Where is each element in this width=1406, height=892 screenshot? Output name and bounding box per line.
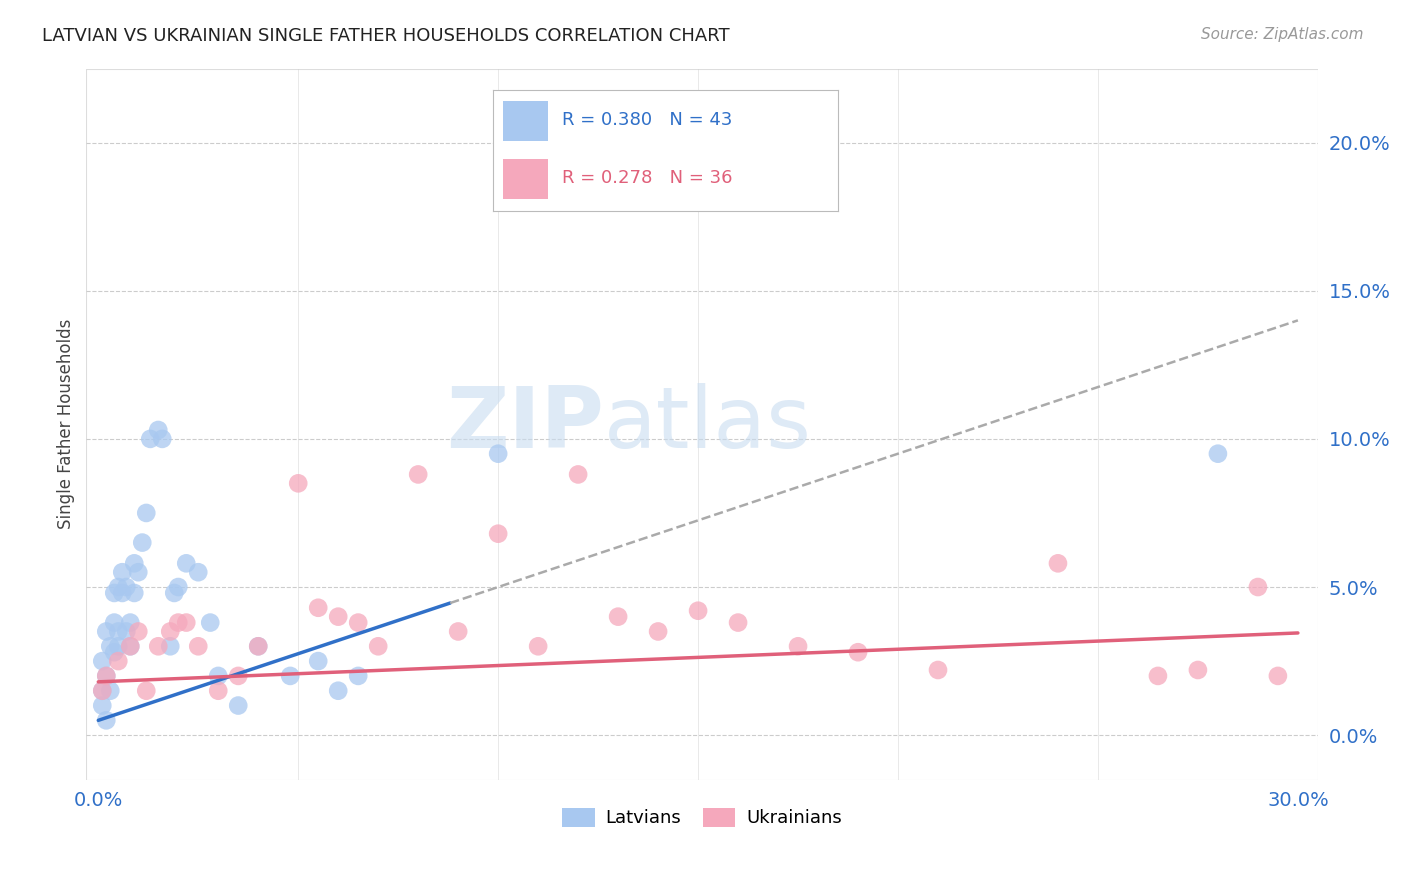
Point [163, 586, 186, 600]
Text: atlas: atlas [603, 383, 811, 466]
Point [1206, 447, 1229, 461]
Point [406, 467, 429, 482]
Point [159, 624, 181, 639]
Point [150, 432, 173, 446]
Point [247, 640, 270, 654]
Point [367, 640, 389, 654]
Point [307, 600, 329, 615]
Point [131, 535, 153, 549]
Point [347, 615, 370, 630]
Point [688, 604, 710, 618]
Point [527, 640, 550, 654]
Text: ZIP: ZIP [446, 383, 603, 466]
Point [96, 669, 118, 683]
Point [846, 645, 869, 659]
Point [1187, 663, 1209, 677]
Point [159, 640, 181, 654]
Point [139, 432, 162, 446]
Point [647, 624, 669, 639]
Point [1046, 557, 1069, 571]
Point [96, 669, 118, 683]
Point [174, 615, 197, 630]
Point [91, 683, 114, 698]
Point [328, 609, 350, 624]
Point [111, 565, 134, 579]
Point [103, 615, 125, 630]
Point [96, 714, 118, 728]
Legend: Latvians, Ukrainians: Latvians, Ukrainians [555, 801, 849, 835]
Point [96, 624, 118, 639]
Point [347, 669, 370, 683]
Point [328, 683, 350, 698]
Point [607, 609, 630, 624]
Text: LATVIAN VS UKRAINIAN SINGLE FATHER HOUSEHOLDS CORRELATION CHART: LATVIAN VS UKRAINIAN SINGLE FATHER HOUSE… [42, 27, 730, 45]
Point [124, 586, 146, 600]
Point [287, 476, 309, 491]
Point [148, 423, 170, 437]
Point [447, 624, 470, 639]
Point [187, 640, 209, 654]
Point [120, 640, 142, 654]
Point [307, 654, 329, 668]
Point [103, 586, 125, 600]
Point [98, 683, 121, 698]
Point [167, 580, 190, 594]
Point [135, 506, 157, 520]
Point [226, 669, 249, 683]
Point [120, 615, 142, 630]
Y-axis label: Single Father Households: Single Father Households [58, 318, 75, 529]
Point [787, 640, 810, 654]
Point [115, 624, 138, 639]
Point [127, 624, 149, 639]
Point [91, 698, 114, 713]
Point [1267, 669, 1289, 683]
Point [124, 557, 146, 571]
Point [207, 683, 229, 698]
Text: Source: ZipAtlas.com: Source: ZipAtlas.com [1201, 27, 1364, 42]
Point [107, 624, 129, 639]
Point [107, 640, 129, 654]
Point [167, 615, 190, 630]
Point [200, 615, 222, 630]
Point [107, 580, 129, 594]
Point [1147, 669, 1170, 683]
Point [103, 645, 125, 659]
Point [120, 640, 142, 654]
Point [91, 654, 114, 668]
Point [247, 640, 270, 654]
Point [727, 615, 749, 630]
Point [148, 640, 170, 654]
Point [486, 447, 509, 461]
Point [115, 580, 138, 594]
Point [187, 565, 209, 579]
Point [98, 640, 121, 654]
Point [111, 586, 134, 600]
Point [278, 669, 301, 683]
Point [207, 669, 229, 683]
Point [486, 526, 509, 541]
Point [91, 683, 114, 698]
Point [1247, 580, 1270, 594]
Point [567, 467, 589, 482]
Point [226, 698, 249, 713]
Point [174, 557, 197, 571]
Point [135, 683, 157, 698]
Point [927, 663, 949, 677]
Point [127, 565, 149, 579]
Point [107, 654, 129, 668]
